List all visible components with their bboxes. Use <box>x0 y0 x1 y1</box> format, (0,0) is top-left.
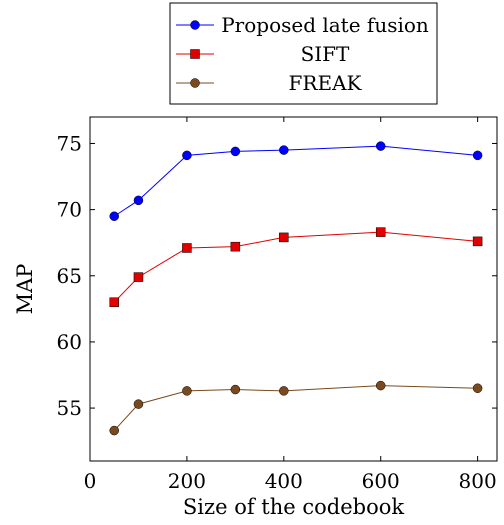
data-point <box>182 386 192 396</box>
legend-marker <box>190 78 200 88</box>
data-point <box>472 150 483 161</box>
series-2 <box>109 227 483 307</box>
data-point <box>279 386 289 396</box>
legend-label: Proposed late fusion <box>221 13 429 37</box>
data-point <box>109 211 119 221</box>
data-point <box>230 384 241 395</box>
series-line <box>113 145 478 217</box>
y-tick-label: 55 <box>57 396 82 420</box>
x-tick-label: 400 <box>265 469 303 493</box>
legend: Proposed late fusion SIFT FREAK <box>169 2 438 105</box>
data-point <box>375 227 386 237</box>
data-point <box>109 425 119 436</box>
y-tick-label: 70 <box>57 198 82 222</box>
legend-label: SIFT <box>301 42 350 66</box>
data-point <box>133 195 144 206</box>
data-point <box>182 243 192 253</box>
data-point <box>230 146 241 157</box>
series-line <box>113 385 478 431</box>
series-3 <box>109 380 483 436</box>
data-point <box>375 380 386 391</box>
legend-marker <box>190 20 200 30</box>
series-1 <box>109 141 483 221</box>
x-axis-label: Size of the codebook <box>183 495 404 519</box>
y-tick-label: 75 <box>57 131 82 155</box>
data-point <box>375 141 386 151</box>
data-point <box>472 383 483 393</box>
axes: 0 200 400 600 800 55 60 65 70 75 <box>57 116 498 493</box>
legend-box <box>169 2 438 105</box>
data-point <box>133 399 144 409</box>
data-point <box>472 236 483 247</box>
data-point <box>109 297 119 307</box>
plot-frame <box>89 116 498 462</box>
data-point <box>133 272 144 282</box>
data-point <box>279 145 289 155</box>
plot-area <box>109 141 483 436</box>
x-tick-label: 600 <box>362 469 400 493</box>
x-tick-label: 800 <box>459 469 497 493</box>
data-point <box>279 232 289 243</box>
legend-marker <box>190 49 200 59</box>
legend-label: FREAK <box>289 71 363 95</box>
y-tick-label: 65 <box>57 264 82 288</box>
y-axis-label: MAP <box>13 264 37 315</box>
y-tick-label: 60 <box>57 330 82 354</box>
data-point <box>230 241 241 252</box>
series-line <box>113 231 478 303</box>
x-tick-label: 0 <box>84 469 97 493</box>
data-point <box>182 150 192 161</box>
x-tick-label: 200 <box>168 469 206 493</box>
